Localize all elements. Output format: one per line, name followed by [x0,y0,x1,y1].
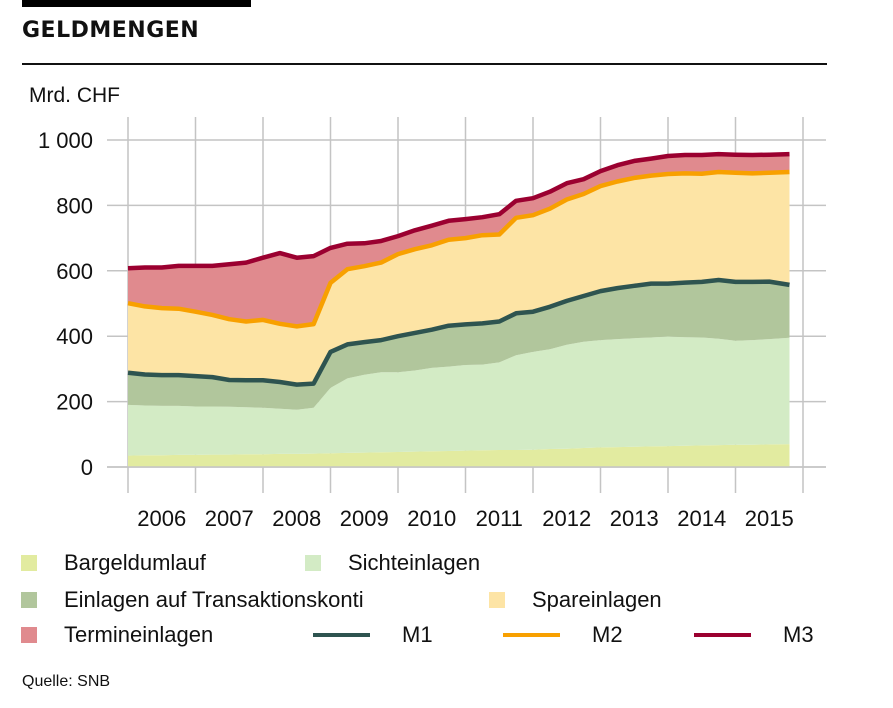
legend-line [503,633,560,637]
legend-line [313,633,370,637]
y-axis-unit-label: Mrd. CHF [29,84,120,107]
legend-label: M3 [783,622,814,647]
legend-item-sichteinlagen: Sichteinlagen [305,550,480,576]
y-tick-label: 0 [81,455,93,480]
legend-item-m1: M1 [313,622,433,648]
area-sichteinlagen [128,336,790,456]
x-tick-label: 2009 [340,506,389,531]
line-m3 [127,151,790,271]
legend-swatch [21,592,37,608]
title-divider [22,63,827,65]
legend-label: Termineinlagen [64,622,214,647]
legend-swatch [489,592,505,608]
aggregate-lines [107,151,826,468]
x-tick-label: 2011 [476,506,523,531]
area-einlagen-auf-transaktionskonti [128,280,790,410]
title-accent-bar [22,0,251,7]
legend-item-m2: M2 [503,622,623,648]
line-m2 [127,169,790,329]
legend-item-m3: M3 [694,622,814,648]
legend-label: M2 [592,622,623,647]
legend-item-transaktionskonti: Einlagen auf Transaktionskonti [21,587,364,613]
legend-swatch [21,555,37,571]
x-tick-label: 2013 [610,506,659,531]
x-tick-label: 2015 [745,506,794,531]
x-axis-ticks: 2006 2007 2008 2009 2010 2011 2012 2013 2014 2015 [137,506,793,531]
legend-line [694,633,751,637]
legend-item-termineinlagen: Termineinlagen [21,622,213,648]
legend-label: Spareinlagen [532,587,662,612]
legend-label: Einlagen auf Transaktionskonti [64,587,364,612]
area-spareinlagen [128,172,790,385]
x-tick-label: 2008 [272,506,321,531]
legend-label: M1 [402,622,433,647]
y-tick-label: 400 [56,324,93,349]
legend-swatch [305,555,321,571]
legend-label: Sichteinlagen [348,550,481,575]
y-tick-label: 600 [56,259,93,284]
y-tick-label: 200 [56,390,93,415]
y-tick-label: 1 000 [38,128,93,153]
legend-swatch [21,627,37,643]
chart-title: GELDMENGEN [22,18,200,43]
legend-item-bargeldumlauf: Bargeldumlauf [21,550,206,576]
x-tick-label: 2006 [137,506,186,531]
x-tick-label: 2010 [407,506,456,531]
x-tick-label: 2014 [677,506,726,531]
area-bargeldumlauf [128,444,790,467]
line-m1 [127,277,790,387]
legend-label: Bargeldumlauf [64,550,206,575]
x-tick-label: 2012 [542,506,591,531]
stacked-areas [128,154,790,467]
y-tick-label: 800 [56,193,93,218]
area-termineinlagen [128,154,790,327]
x-tick-label: 2007 [205,506,254,531]
y-axis-ticks: 0 200 400 600 800 1 000 [38,128,93,480]
legend-item-spareinlagen: Spareinlagen [489,587,662,613]
source-note: Quelle: SNB [22,673,111,690]
